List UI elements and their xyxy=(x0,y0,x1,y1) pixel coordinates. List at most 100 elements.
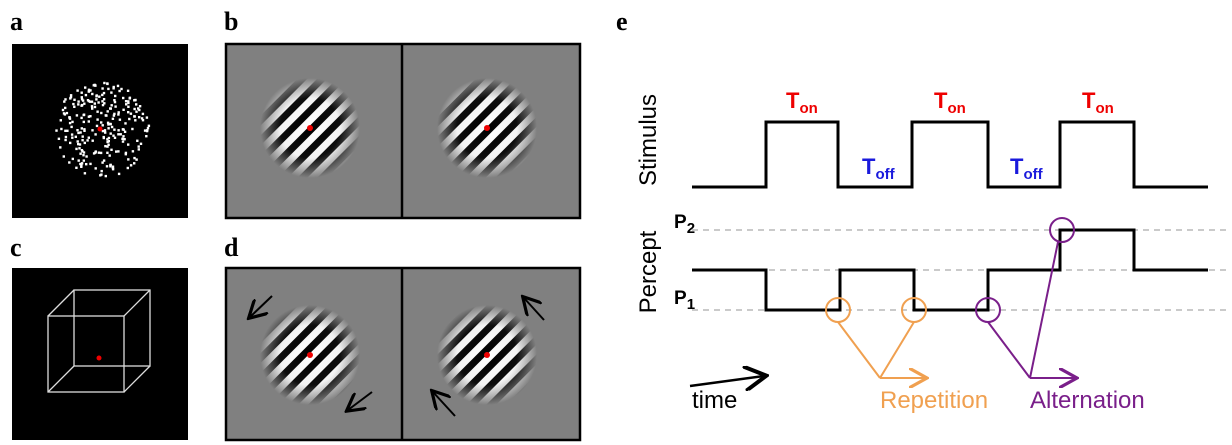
dot xyxy=(84,172,86,174)
alternation-label: Alternation xyxy=(1030,387,1145,414)
dot xyxy=(69,122,71,124)
axis-label: Percept xyxy=(635,230,662,313)
dot xyxy=(60,119,62,121)
dot xyxy=(130,164,132,166)
panel-label: a xyxy=(10,7,23,36)
dot xyxy=(102,124,104,126)
dot xyxy=(125,103,127,105)
dot xyxy=(115,150,117,152)
dot xyxy=(111,126,113,128)
dot xyxy=(127,167,129,169)
dot xyxy=(122,97,124,99)
dot xyxy=(79,153,81,155)
dot xyxy=(77,132,79,134)
dot xyxy=(112,135,114,137)
dot xyxy=(68,161,70,163)
dot xyxy=(64,107,66,109)
dot xyxy=(107,127,109,129)
dot xyxy=(109,107,111,109)
dot xyxy=(138,116,140,118)
dot xyxy=(117,150,119,152)
dot xyxy=(148,125,150,127)
dot xyxy=(94,102,96,104)
dot xyxy=(76,114,78,116)
dot xyxy=(83,151,85,153)
dot xyxy=(127,106,129,108)
dot xyxy=(84,86,86,88)
dot xyxy=(130,113,132,115)
t-on: Ton xyxy=(1082,88,1114,117)
dot xyxy=(114,95,116,97)
dot xyxy=(142,113,144,115)
dot xyxy=(103,102,105,104)
dot xyxy=(96,125,98,127)
dot xyxy=(118,111,120,113)
dot xyxy=(110,164,112,166)
dot xyxy=(75,136,77,138)
dot xyxy=(140,143,142,145)
dot xyxy=(95,167,97,169)
p1-label: P1 xyxy=(674,288,695,313)
dot xyxy=(55,129,57,131)
t-on-labels: Ton Ton Ton xyxy=(786,88,1114,117)
dot xyxy=(70,126,72,128)
dot xyxy=(109,123,111,125)
dot xyxy=(63,112,65,114)
dot xyxy=(64,98,66,100)
stimulus-box xyxy=(12,268,188,440)
dot xyxy=(81,92,83,94)
dot xyxy=(95,95,97,97)
dot xyxy=(78,147,80,149)
dot xyxy=(124,131,126,133)
dot xyxy=(146,116,148,118)
dot xyxy=(112,166,114,168)
dot xyxy=(83,121,85,123)
dot xyxy=(103,92,105,94)
dot xyxy=(72,158,74,160)
dot xyxy=(120,133,122,135)
dot xyxy=(81,96,83,98)
dot xyxy=(104,145,106,147)
time-arrow xyxy=(690,376,764,386)
dot xyxy=(94,106,96,108)
dot xyxy=(106,165,108,167)
transition-markers xyxy=(826,218,1075,378)
dot xyxy=(80,164,82,166)
dot xyxy=(118,173,120,175)
dot xyxy=(117,113,119,115)
dot xyxy=(138,145,140,147)
panel-label: b xyxy=(224,7,238,36)
dot xyxy=(106,138,108,140)
dot xyxy=(99,174,101,176)
dot xyxy=(110,149,112,151)
dot xyxy=(80,105,82,107)
dot xyxy=(94,84,96,86)
dot xyxy=(91,107,93,109)
dot xyxy=(111,104,113,106)
dot xyxy=(109,154,111,156)
dot xyxy=(58,138,60,140)
dot xyxy=(101,161,103,163)
dot xyxy=(131,128,133,130)
dot xyxy=(147,127,149,129)
dot xyxy=(106,82,108,84)
dot xyxy=(113,114,115,116)
dot xyxy=(129,97,131,99)
dot xyxy=(127,158,129,160)
dot xyxy=(117,129,119,131)
dot xyxy=(97,101,99,103)
dot xyxy=(106,152,108,154)
dot xyxy=(121,138,123,140)
dot xyxy=(77,100,79,102)
dot xyxy=(101,170,103,172)
fixation xyxy=(98,127,103,132)
dot xyxy=(117,85,119,87)
dot xyxy=(124,122,126,124)
dot xyxy=(69,142,71,144)
dot xyxy=(71,133,73,135)
dot xyxy=(137,107,139,109)
dot xyxy=(133,162,135,164)
dot xyxy=(123,138,125,140)
dot xyxy=(118,90,120,92)
dot xyxy=(66,130,68,132)
